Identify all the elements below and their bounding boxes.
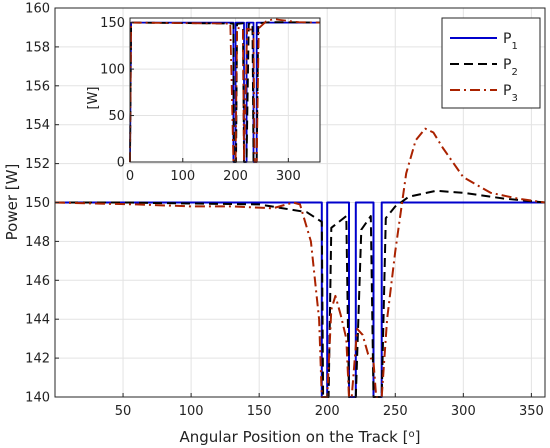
main-x-tick-label: 200 [315, 404, 340, 419]
main-y-tick-label: 152 [25, 157, 50, 172]
inset-series-line-3 [129, 18, 321, 163]
main-y-tick-label: 156 [25, 79, 50, 94]
main-y-tick-label: 160 [25, 2, 50, 17]
main-y-tick-label: 140 [25, 391, 50, 406]
main-x-tick-label: 150 [247, 404, 272, 419]
legend-label-1: P1 [503, 31, 518, 52]
inset-y-tick-label: 100 [100, 63, 125, 78]
legend-entries: P1 P2 P3 [450, 31, 518, 104]
inset-plot-area [130, 18, 320, 162]
legend-label-3: P3 [503, 83, 518, 104]
main-x-tick-label: 250 [383, 404, 408, 419]
main-x-tick-label: 350 [519, 404, 544, 419]
inset-x-tick-label: 100 [170, 169, 195, 184]
inset-series-line-2 [129, 21, 321, 163]
inset-y-axis-label: [W] [86, 87, 101, 110]
inset-x-tick-label: 300 [276, 169, 301, 184]
main-y-tick-label: 142 [25, 352, 50, 367]
main-y-tick-label: 158 [25, 40, 50, 55]
main-y-tick-label: 144 [25, 313, 50, 328]
y-axis-label: Power [W] [3, 164, 21, 241]
inset-x-tick-label: 200 [223, 169, 248, 184]
inset-ticks: 0 100 200 300 0 50 100 150 [100, 16, 301, 184]
main-x-tick-label: 100 [179, 404, 204, 419]
inset-plot-frame [129, 17, 321, 163]
legend-label-2: P2 [503, 57, 518, 78]
inset-x-tick-label: 0 [126, 169, 134, 184]
main-x-tick-label: 300 [451, 404, 476, 419]
main-x-tick-label: 50 [115, 404, 132, 419]
inset-y-tick-label: 0 [117, 156, 125, 171]
legend: P1 P2 P3 [441, 17, 541, 109]
main-y-tick-label: 154 [25, 118, 50, 133]
x-axis-label-superscript: o [409, 429, 415, 440]
main-y-tick-label: 148 [25, 235, 50, 250]
inset-y-tick-label: 150 [100, 16, 125, 31]
x-axis-label: Angular Position on the Track [o] [180, 428, 421, 446]
inset-y-tick-label: 50 [108, 109, 125, 124]
main-y-tick-label: 150 [25, 196, 50, 211]
main-ticks: 50 100 150 200 250 300 350 140 142 144 146 148 150 15… [25, 2, 544, 420]
main-y-tick-label: 146 [25, 274, 50, 289]
